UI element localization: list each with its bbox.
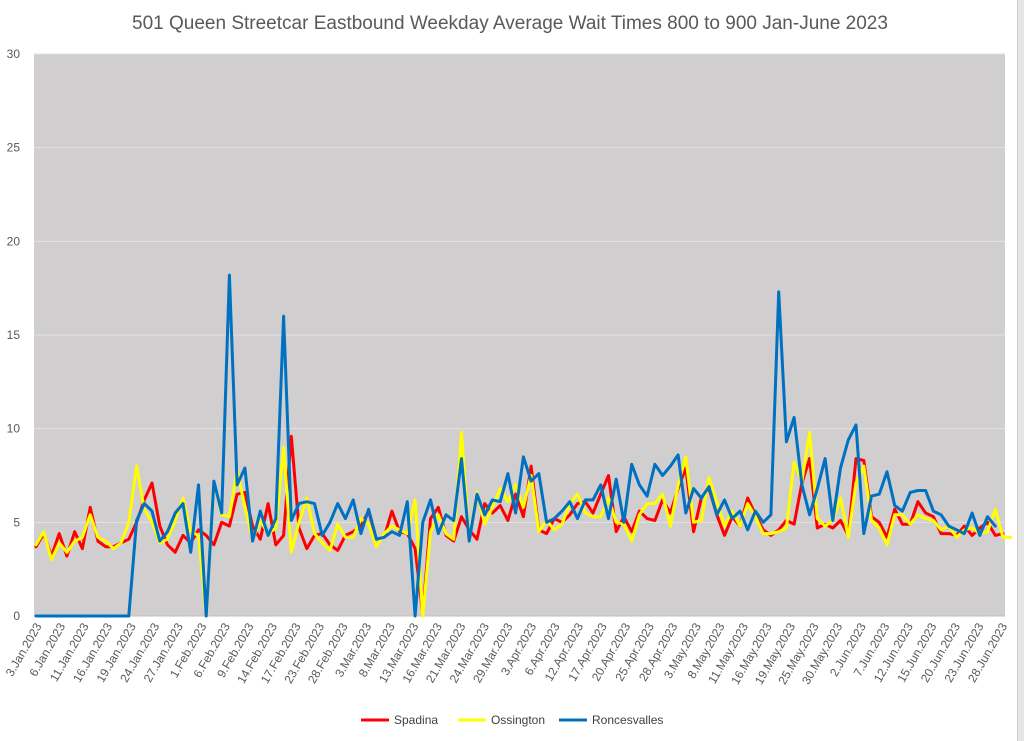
y-tick-label: 20 xyxy=(7,234,21,248)
series-lines xyxy=(34,273,1013,618)
y-axis-ticks: 0 5 10 15 20 25 30 xyxy=(7,47,21,623)
gridlines xyxy=(34,53,1005,617)
series-line-roncesvalles xyxy=(34,273,997,618)
legend-label-roncesvalles: Roncesvalles xyxy=(592,713,663,727)
y-tick-label: 25 xyxy=(7,141,21,155)
series-line-spadina xyxy=(34,434,1005,616)
y-tick-label: 30 xyxy=(7,47,21,61)
x-axis-ticks: 3.Jan.20236.Jan.202311.Jan.202316.Jan.20… xyxy=(3,620,1011,687)
legend: Spadina Ossington Roncesvalles xyxy=(361,713,663,727)
legend-label-ossington: Ossington xyxy=(491,713,545,727)
y-tick-label: 10 xyxy=(7,422,21,436)
y-tick-label: 0 xyxy=(13,609,20,623)
legend-label-spadina: Spadina xyxy=(394,713,438,727)
series-line-ossington xyxy=(34,430,1013,618)
chart-title: 501 Queen Streetcar Eastbound Weekday Av… xyxy=(132,13,888,34)
y-tick-label: 5 xyxy=(13,515,20,529)
scrollbar-edge xyxy=(1017,0,1024,741)
y-tick-label: 15 xyxy=(7,328,21,342)
